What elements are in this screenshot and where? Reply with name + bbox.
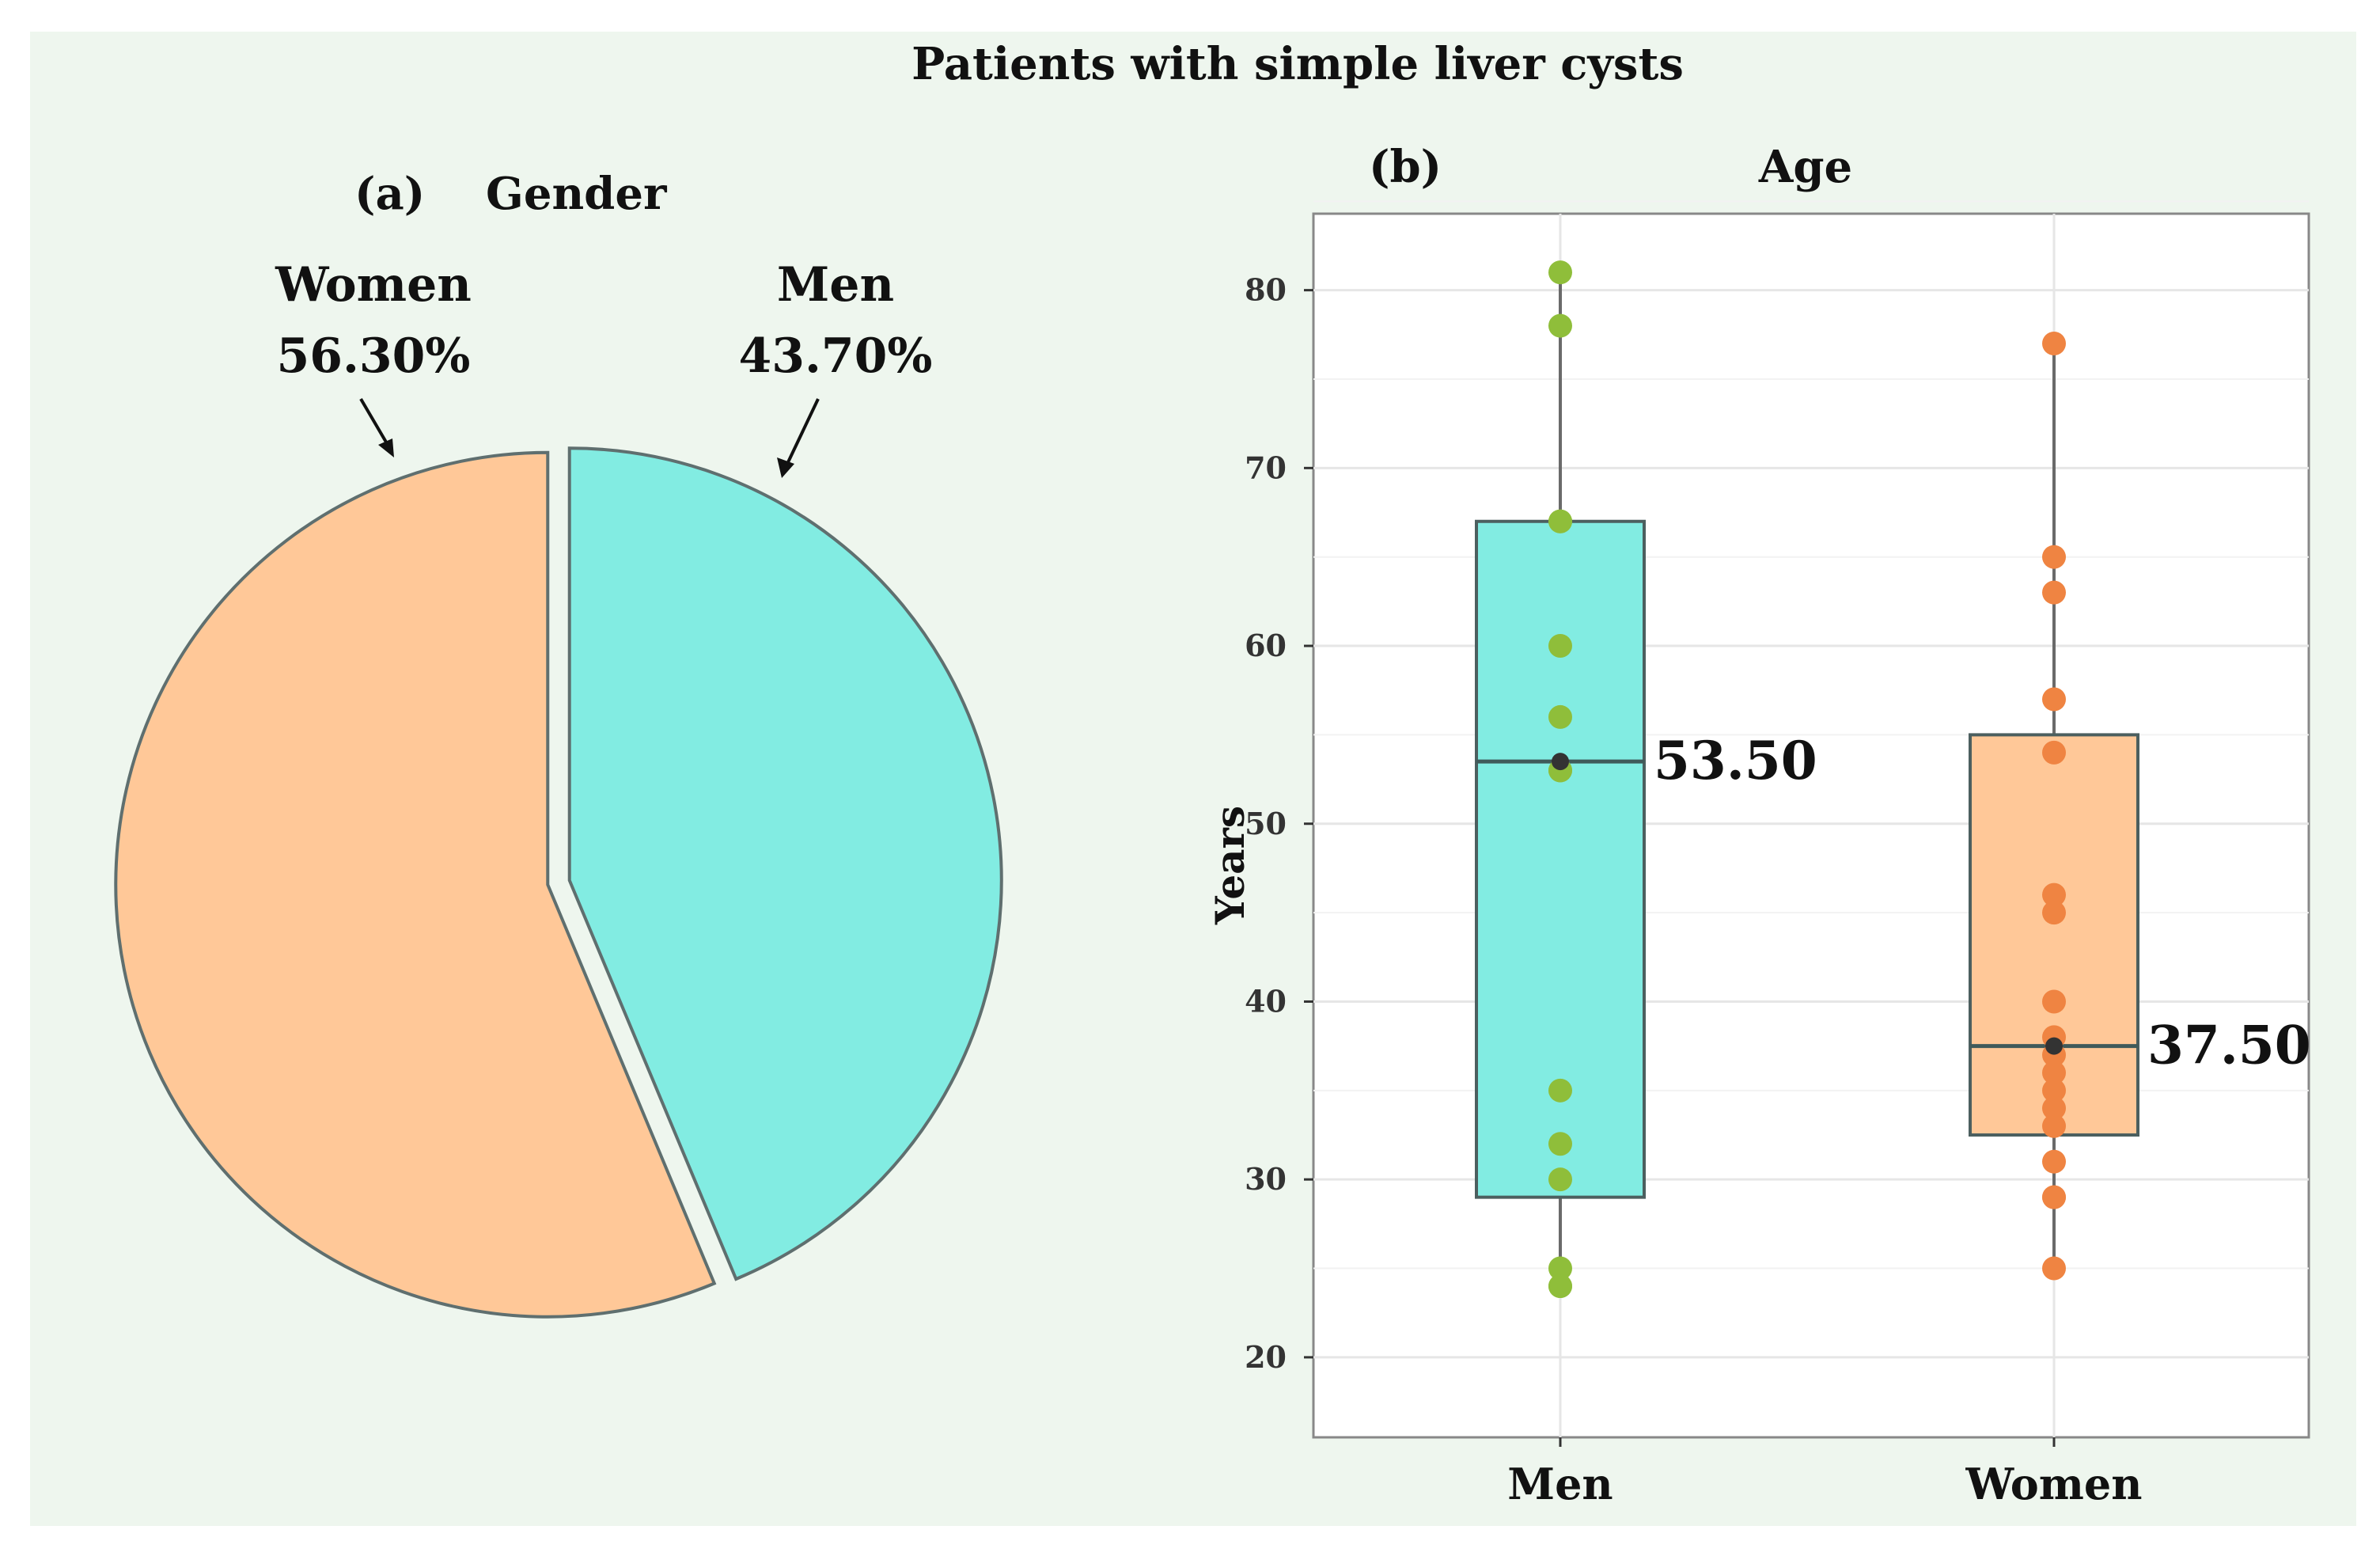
men-data-point	[1548, 1078, 1572, 1103]
women-median-label: 37.50	[2147, 1015, 2311, 1076]
women-data-point	[2042, 1078, 2066, 1103]
box-group-women: 37.50	[1969, 332, 2311, 1281]
age-boxplot-panel: (b) Age 20 30 40 50 60 70 80 53.50 37.50 Men Wom…	[1207, 141, 2311, 1509]
y-tick-label: 60	[1245, 628, 1287, 663]
men-median-marker	[1552, 753, 1569, 771]
women-data-point	[2042, 901, 2066, 925]
women-data-point	[2042, 545, 2066, 569]
men-data-point	[1548, 1132, 1572, 1156]
y-tick-label: 50	[1245, 806, 1287, 841]
gender-pie-panel: (a) Gender Women 56.30% Men 43.70%	[114, 168, 1003, 1319]
men-data-point	[1548, 509, 1572, 533]
pie-panel-title: Gender	[486, 168, 668, 220]
box-group-men: 53.50	[1475, 260, 1817, 1298]
men-data-point	[1548, 1273, 1572, 1298]
box-panel-title: Age	[1758, 141, 1852, 193]
men-data-point	[1548, 704, 1572, 729]
pie-panel-letter: (a)	[354, 168, 425, 220]
box-panel-letter: (b)	[1369, 141, 1442, 193]
women-data-point	[2042, 1185, 2066, 1209]
women-data-point	[2042, 740, 2066, 765]
y-tick-label: 30	[1245, 1161, 1287, 1197]
women-data-point	[2042, 687, 2066, 712]
x-axis-categories: Men Women	[1507, 1437, 2143, 1509]
y-tick-label: 80	[1245, 272, 1287, 308]
men-slice-name: Men	[777, 257, 894, 313]
pie-slice-women	[114, 450, 717, 1319]
women-label-arrow	[359, 397, 394, 457]
men-data-point	[1548, 634, 1572, 659]
women-slice-name: Women	[275, 257, 472, 313]
women-data-point	[2042, 882, 2066, 907]
x-category-label-women: Women	[1965, 1459, 2142, 1509]
men-slice-percent: 43.70%	[739, 328, 933, 384]
women-data-point	[2042, 989, 2066, 1014]
men-data-point	[1548, 1256, 1572, 1281]
men-data-point	[1548, 260, 1572, 285]
women-data-point	[2042, 580, 2066, 605]
women-data-point	[2042, 332, 2066, 356]
boxplot-plot-area	[1312, 212, 2310, 1439]
women-data-point	[2042, 1096, 2066, 1121]
pie-slice-men	[567, 446, 1003, 1281]
y-axis-ticks: 20 30 40 50 60 70 80	[1245, 272, 1313, 1375]
women-slice-percent: 56.30%	[277, 328, 471, 384]
x-category-label-men: Men	[1507, 1459, 1613, 1509]
women-data-point	[2042, 1149, 2066, 1174]
figure-title: Patients with simple liver cysts	[911, 38, 1684, 90]
men-label-arrow	[777, 398, 820, 478]
women-data-point	[2042, 1256, 2066, 1281]
y-tick-label: 40	[1245, 983, 1287, 1019]
men-data-point	[1548, 1167, 1572, 1192]
women-data-point	[2042, 1114, 2066, 1138]
y-tick-label: 70	[1245, 450, 1287, 485]
women-data-point	[2042, 1061, 2066, 1085]
pie-slices	[114, 446, 1003, 1319]
men-median-label: 53.50	[1654, 730, 1817, 791]
men-data-point	[1548, 313, 1572, 338]
y-tick-label: 20	[1245, 1339, 1287, 1375]
y-axis-label: Years	[1207, 806, 1253, 925]
women-median-marker	[2045, 1037, 2063, 1055]
boxplot-boxes: 53.50 37.50	[1475, 260, 2311, 1298]
